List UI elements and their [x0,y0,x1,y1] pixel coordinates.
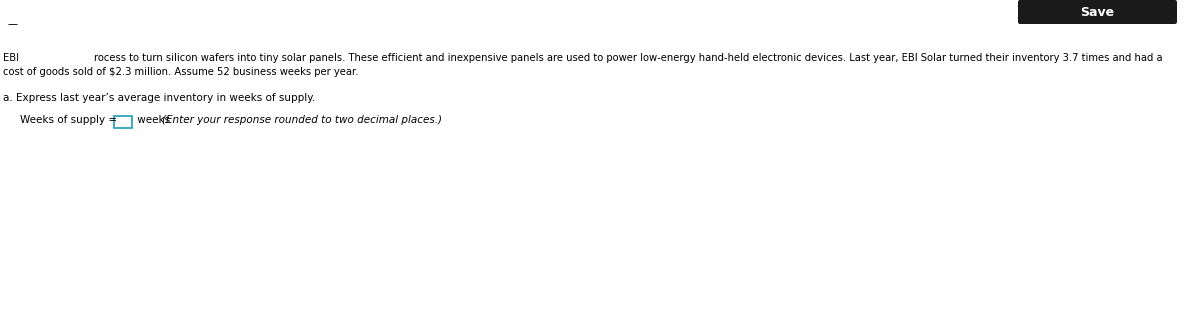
Polygon shape [8,24,18,29]
Text: weeks: weeks [134,115,173,125]
Bar [114,116,132,128]
Text: Weeks of supply =: Weeks of supply = [20,115,120,125]
Text: a. Express last year’s average inventory in weeks of supply.: a. Express last year’s average inventory… [2,93,316,103]
Text: EBI                        rocess to turn silicon wafers into tiny solar panels.: EBI rocess to turn silicon wafers into t… [2,53,1163,63]
Text: Save: Save [1080,6,1114,19]
Text: Chapter 12 Homework: Chapter 12 Homework [94,6,250,19]
Text: 0 of 5: 0 of 5 [716,6,754,19]
FancyBboxPatch shape [1018,0,1177,24]
Text: <: < [444,6,456,19]
Text: cost of goods sold of $2.3 million. Assume 52 business weeks per year.: cost of goods sold of $2.3 million. Assu… [2,67,359,77]
Text: Part 1 of 3: Part 1 of 3 [510,6,570,19]
Text: (Enter your response rounded to two decimal places.): (Enter your response rounded to two deci… [162,115,442,125]
Text: Homework Overview: Homework Overview [8,31,116,41]
Text: >: > [626,6,638,19]
Text: Points:: Points: [683,6,726,19]
Text: ⚙: ⚙ [973,6,986,19]
Text: ≡: ≡ [12,5,24,20]
Text: Homework:: Homework: [30,6,101,19]
